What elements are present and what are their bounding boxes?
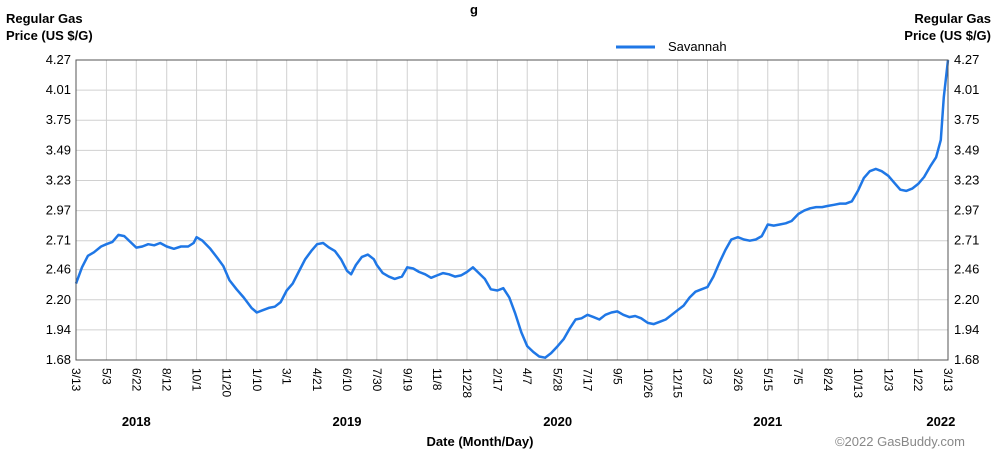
x-tick-label: 7/17 [581, 368, 595, 392]
y-tick-label-left: 4.01 [46, 82, 71, 97]
y-tick-label-right: 2.20 [954, 292, 979, 307]
x-tick-label: 4/7 [520, 368, 534, 385]
x-tick-label: 8/24 [821, 368, 835, 392]
x-tick-label: 3/1 [280, 368, 294, 385]
y-tick-label-right: 1.94 [954, 322, 979, 337]
legend: Savannah [616, 39, 727, 54]
x-tick-label: 5/3 [99, 368, 113, 385]
x-tick-label: 2/3 [700, 368, 714, 385]
chart-title: g [470, 2, 478, 17]
x-tick-label: 12/28 [460, 368, 474, 398]
year-label: 2020 [543, 414, 572, 429]
x-tick-label: 10/26 [641, 368, 655, 398]
x-tick-label: 10/13 [851, 368, 865, 398]
x-axis: 3/13 5/3 6/22 8/12 10/1 11/20 1/10 3/1 4/21 6/10 7… [69, 368, 955, 398]
x-tick-label: 8/12 [160, 368, 174, 392]
x-tick-label: 5/28 [551, 368, 565, 392]
y-tick-label-right: 2.97 [954, 203, 979, 218]
y-tick-label-left: 2.71 [46, 233, 71, 248]
watermark: ©2022 GasBuddy.com [835, 434, 965, 449]
x-tick-label: 1/10 [250, 368, 264, 392]
right-axis-title-line2: Price (US $/G) [904, 28, 991, 43]
x-tick-label: 7/5 [791, 368, 805, 385]
left-axis-title-line2: Price (US $/G) [6, 28, 93, 43]
y-axis-right: 4.27 4.01 3.75 3.49 3.23 2.97 2.71 2.46 2.20 1.94… [954, 52, 979, 367]
x-tick-label: 1/22 [911, 368, 925, 392]
right-axis-title-line1: Regular Gas [914, 11, 991, 26]
grid [75, 59, 949, 361]
series-layer [74, 59, 950, 359]
x-tick-label: 11/20 [219, 368, 233, 397]
x-tick-label: 12/3 [881, 368, 895, 392]
year-label: 2022 [926, 414, 955, 429]
x-tick-label: 9/19 [400, 368, 414, 392]
x-tick-label: 7/30 [370, 368, 384, 392]
year-labels: 2018 2019 2020 2021 2022 [122, 414, 955, 429]
x-tick-label: 9/5 [610, 368, 624, 385]
y-tick-label-left: 2.20 [46, 292, 71, 307]
x-tick-label: 11/8 [430, 368, 444, 391]
x-tick-label: 2/17 [490, 368, 504, 392]
x-tick-label: 3/13 [69, 368, 83, 392]
y-tick-label-right: 3.23 [954, 172, 979, 187]
year-label: 2021 [753, 414, 782, 429]
x-tick-label: 6/22 [129, 368, 143, 392]
x-tick-label: 6/10 [340, 368, 354, 392]
y-tick-label-right: 4.01 [954, 82, 979, 97]
y-tick-label-left: 3.49 [46, 142, 71, 157]
legend-label-savannah: Savannah [668, 39, 727, 54]
y-tick-label-left: 1.94 [46, 322, 71, 337]
x-tick-label: 4/21 [310, 368, 324, 392]
y-tick-label-left: 3.75 [46, 112, 71, 127]
x-tick-label: 3/13 [941, 368, 955, 392]
y-tick-label-left: 4.27 [46, 52, 71, 67]
y-tick-label-right: 3.49 [954, 142, 979, 157]
y-tick-label-right: 4.27 [954, 52, 979, 67]
year-label: 2019 [333, 414, 362, 429]
x-tick-label: 3/26 [731, 368, 745, 392]
y-tick-label-left: 2.97 [46, 203, 71, 218]
y-tick-label-left: 2.46 [46, 262, 71, 277]
right-axis-title: Regular Gas Price (US $/G) [904, 11, 991, 43]
x-axis-title: Date (Month/Day) [427, 434, 534, 449]
year-label: 2018 [122, 414, 151, 429]
y-tick-label-right: 2.46 [954, 262, 979, 277]
y-axis-left: 4.27 4.01 3.75 3.49 3.23 2.97 2.71 2.46 2.20 1.94… [46, 52, 71, 367]
x-tick-label: 5/15 [761, 368, 775, 392]
plot-frame [75, 59, 949, 361]
y-tick-label-left: 1.68 [46, 352, 71, 367]
y-tick-label-right: 3.75 [954, 112, 979, 127]
y-tick-label-right: 1.68 [954, 352, 979, 367]
y-tick-label-right: 2.71 [954, 233, 979, 248]
left-axis-title: Regular Gas Price (US $/G) [6, 11, 93, 43]
x-tick-label: 12/15 [671, 368, 685, 398]
y-tick-label-left: 3.23 [46, 172, 71, 187]
left-axis-title-line1: Regular Gas [6, 11, 83, 26]
series-line-savannah [74, 59, 950, 359]
x-tick-label: 10/1 [190, 368, 204, 392]
